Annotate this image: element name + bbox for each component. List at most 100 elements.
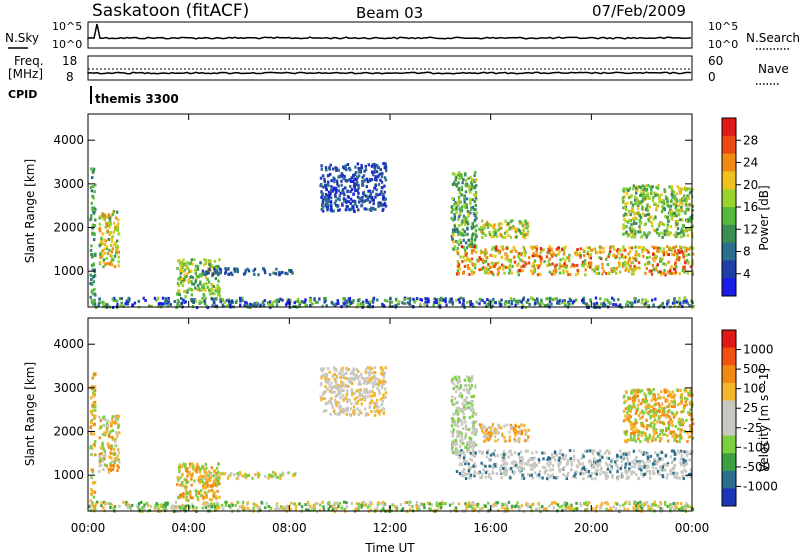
- scatter-cell: [574, 472, 577, 476]
- scatter-cell: [689, 246, 692, 250]
- scatter-cell: [539, 262, 543, 266]
- scatter-cell: [115, 239, 119, 243]
- scatter-cell: [639, 185, 643, 189]
- scatter-cell: [626, 411, 629, 415]
- scatter-cell: [104, 433, 107, 437]
- scatter-cell: [650, 391, 653, 395]
- scatter-cell: [456, 272, 459, 276]
- scatter-cell: [455, 228, 458, 232]
- scatter-cell: [512, 464, 516, 468]
- scatter-cell: [366, 376, 369, 380]
- scatter-cell: [345, 501, 348, 505]
- scatter-cell: [452, 207, 455, 211]
- scatter-cell: [281, 298, 284, 302]
- scatter-cell: [113, 461, 116, 464]
- scatter-cell: [330, 203, 333, 207]
- scatter-cell: [589, 459, 592, 463]
- scatter-cell: [683, 270, 686, 274]
- scatter-cell: [502, 247, 505, 251]
- scatter-cell: [406, 297, 410, 301]
- scatter-cell: [519, 220, 523, 224]
- scatter-cell: [666, 215, 669, 219]
- scatter-cell: [629, 219, 633, 223]
- scatter-cell: [346, 195, 350, 198]
- scatter-cell: [579, 472, 582, 476]
- scatter-cell: [615, 464, 619, 468]
- scatter-cell: [90, 492, 93, 496]
- scatter-cell: [624, 468, 627, 472]
- scatter-cell: [664, 399, 667, 403]
- scatter-cell: [519, 466, 523, 470]
- scatter-cell: [651, 224, 654, 228]
- scatter-cell: [627, 469, 630, 473]
- scatter-cell: [99, 253, 102, 257]
- scatter-cell: [457, 243, 461, 247]
- beam-title: Beam 03: [356, 4, 423, 22]
- scatter-cell: [406, 301, 409, 305]
- scatter-cell: [366, 198, 370, 202]
- scatter-cell: [656, 186, 660, 190]
- scatter-cell: [673, 393, 677, 397]
- scatter-cell: [184, 295, 187, 298]
- scatter-cell: [675, 214, 678, 218]
- scatter-cell: [94, 183, 97, 187]
- scatter-cell: [459, 241, 463, 245]
- scatter-cell: [112, 464, 116, 468]
- scatter-cell: [210, 466, 213, 470]
- scatter-cell: [474, 170, 477, 174]
- scatter-cell: [658, 194, 661, 198]
- scatter-cell: [471, 375, 474, 379]
- scatter-cell: [343, 186, 347, 190]
- scatter-cell: [666, 464, 669, 467]
- scatter-cell: [643, 185, 646, 189]
- scatter-cell: [187, 499, 190, 503]
- scatter-cell: [484, 475, 488, 479]
- scatter-cell: [109, 468, 113, 472]
- scatter-cell: [651, 465, 655, 469]
- scatter-cell: [633, 198, 637, 202]
- scatter-cell: [633, 212, 636, 216]
- scatter-cell: [480, 475, 484, 479]
- scatter-cell: [640, 451, 644, 455]
- scatter-cell: [98, 244, 101, 248]
- scatter-cell: [593, 302, 596, 306]
- scatter-cell: [192, 465, 195, 469]
- scatter-cell: [94, 405, 97, 409]
- scatter-cell: [598, 458, 602, 462]
- scatter-cell: [488, 464, 491, 468]
- scatter-cell: [674, 425, 677, 428]
- scatter-cell: [458, 380, 461, 384]
- scatter-cell: [217, 265, 220, 268]
- scatter-cell: [93, 490, 97, 494]
- scatter-cell: [455, 411, 458, 415]
- scatter-cell: [622, 196, 625, 200]
- scatter-cell: [674, 224, 678, 228]
- scatter-cell: [628, 462, 631, 466]
- scatter-cell: [589, 256, 592, 260]
- scatter-cell: [676, 449, 680, 453]
- scatter-cell: [166, 304, 170, 307]
- colorbar-tick-label: 28: [743, 133, 758, 147]
- scatter-cell: [215, 269, 219, 273]
- scatter-cell: [514, 299, 518, 303]
- scatter-cell: [474, 443, 478, 447]
- scatter-cell: [646, 424, 649, 428]
- scatter-cell: [625, 230, 628, 234]
- scatter-cell: [656, 227, 659, 231]
- scatter-cell: [529, 463, 532, 467]
- scatter-cell: [200, 273, 203, 277]
- scatter-cell: [643, 465, 646, 469]
- scatter-cell: [505, 247, 508, 250]
- scatter-cell: [478, 268, 481, 272]
- scatter-cell: [116, 246, 119, 249]
- scatter-cell: [514, 249, 518, 253]
- scatter-cell: [503, 436, 506, 440]
- scatter-cell: [107, 214, 110, 218]
- scatter-cell: [624, 263, 627, 267]
- scatter-cell: [482, 468, 485, 472]
- scatter-cell: [551, 473, 554, 477]
- scatter-cell: [684, 389, 688, 393]
- scatter-cell: [457, 419, 460, 423]
- scatter-cell: [330, 387, 333, 391]
- scatter-cell: [492, 272, 495, 276]
